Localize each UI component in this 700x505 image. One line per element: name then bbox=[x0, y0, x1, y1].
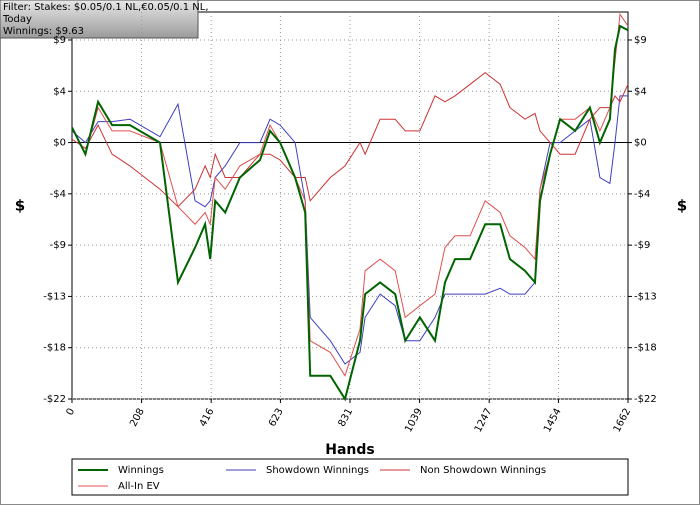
x-axis-label: Hands bbox=[325, 442, 375, 458]
series-line bbox=[71, 95, 628, 365]
y-tick-label-right: $0 bbox=[634, 138, 647, 149]
y-tick-label: -$22 bbox=[43, 394, 66, 405]
y-tick-label-right: -$9 bbox=[634, 240, 650, 251]
legend bbox=[71, 458, 629, 496]
y-tick-label: -$18 bbox=[43, 343, 66, 354]
y-tick-label-right: -$22 bbox=[634, 394, 657, 405]
filter-text: Winnings: $9.63 bbox=[3, 26, 84, 37]
series-line bbox=[71, 71, 629, 208]
filter-text: Filter: Stakes: $0.05/0.1 NL,€0.05/0.1 N… bbox=[3, 2, 209, 13]
filter-text: Today bbox=[2, 14, 32, 25]
y-tick-label: -$9 bbox=[50, 240, 66, 251]
y-tick-label-right: -$4 bbox=[634, 189, 650, 200]
y-axis-label: $ bbox=[15, 197, 25, 215]
y-tick-label: $4 bbox=[53, 86, 66, 97]
y-axis-label-right: $ bbox=[677, 197, 687, 215]
y-tick-label-right: -$13 bbox=[634, 291, 657, 302]
y-tick-label-right: -$18 bbox=[634, 343, 657, 354]
legend-label: Showdown Winnings bbox=[266, 465, 369, 476]
y-tick-label: $0 bbox=[53, 138, 66, 149]
y-tick-label-right: $4 bbox=[634, 86, 647, 97]
legend-label: Winnings bbox=[118, 465, 164, 476]
legend-label: Non Showdown Winnings bbox=[420, 465, 546, 476]
filter-box bbox=[0, 0, 199, 39]
legend-label: All-In EV bbox=[118, 481, 160, 492]
x-tick-label: 0 bbox=[65, 407, 78, 418]
y-tick-label: -$4 bbox=[50, 189, 66, 200]
y-tick-label-right: $9 bbox=[634, 35, 647, 46]
series-line bbox=[71, 24, 629, 402]
y-tick-label: $9 bbox=[53, 35, 66, 46]
y-tick-label: -$13 bbox=[43, 291, 66, 302]
